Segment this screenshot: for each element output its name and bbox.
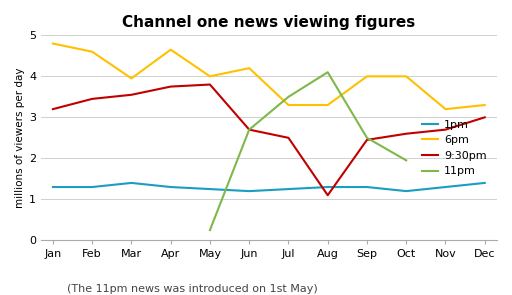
9:30pm — [246, 128, 252, 131]
1pm — [167, 185, 174, 189]
6pm — [89, 50, 95, 53]
1pm — [207, 187, 213, 191]
Line: 6pm: 6pm — [53, 44, 485, 109]
6pm — [167, 48, 174, 51]
Line: 1pm: 1pm — [53, 183, 485, 191]
Line: 11pm: 11pm — [210, 72, 406, 230]
1pm — [50, 185, 56, 189]
11pm — [285, 95, 291, 99]
6pm — [207, 75, 213, 78]
6pm — [442, 107, 449, 111]
11pm — [403, 159, 409, 162]
11pm — [207, 228, 213, 232]
9:30pm — [285, 136, 291, 140]
6pm — [403, 75, 409, 78]
1pm — [442, 185, 449, 189]
1pm — [325, 185, 331, 189]
11pm — [246, 128, 252, 131]
9:30pm — [50, 107, 56, 111]
9:30pm — [89, 97, 95, 101]
1pm — [246, 189, 252, 193]
9:30pm — [482, 116, 488, 119]
9:30pm — [403, 132, 409, 135]
6pm — [246, 66, 252, 70]
Legend: 1pm, 6pm, 9:30pm, 11pm: 1pm, 6pm, 9:30pm, 11pm — [417, 115, 491, 181]
6pm — [325, 103, 331, 107]
1pm — [482, 181, 488, 185]
9:30pm — [325, 194, 331, 197]
1pm — [403, 189, 409, 193]
1pm — [129, 181, 135, 185]
Y-axis label: millions of viewers per day: millions of viewers per day — [15, 68, 25, 208]
Line: 9:30pm: 9:30pm — [53, 85, 485, 195]
1pm — [364, 185, 370, 189]
1pm — [89, 185, 95, 189]
6pm — [482, 103, 488, 107]
6pm — [364, 75, 370, 78]
Title: Channel one news viewing figures: Channel one news viewing figures — [122, 15, 415, 30]
6pm — [50, 42, 56, 45]
9:30pm — [129, 93, 135, 96]
6pm — [285, 103, 291, 107]
6pm — [129, 77, 135, 80]
11pm — [364, 136, 370, 140]
9:30pm — [207, 83, 213, 86]
9:30pm — [167, 85, 174, 88]
9:30pm — [442, 128, 449, 131]
Text: (The 11pm news was introduced on 1st May): (The 11pm news was introduced on 1st May… — [67, 284, 317, 294]
1pm — [285, 187, 291, 191]
11pm — [325, 71, 331, 74]
9:30pm — [364, 138, 370, 142]
